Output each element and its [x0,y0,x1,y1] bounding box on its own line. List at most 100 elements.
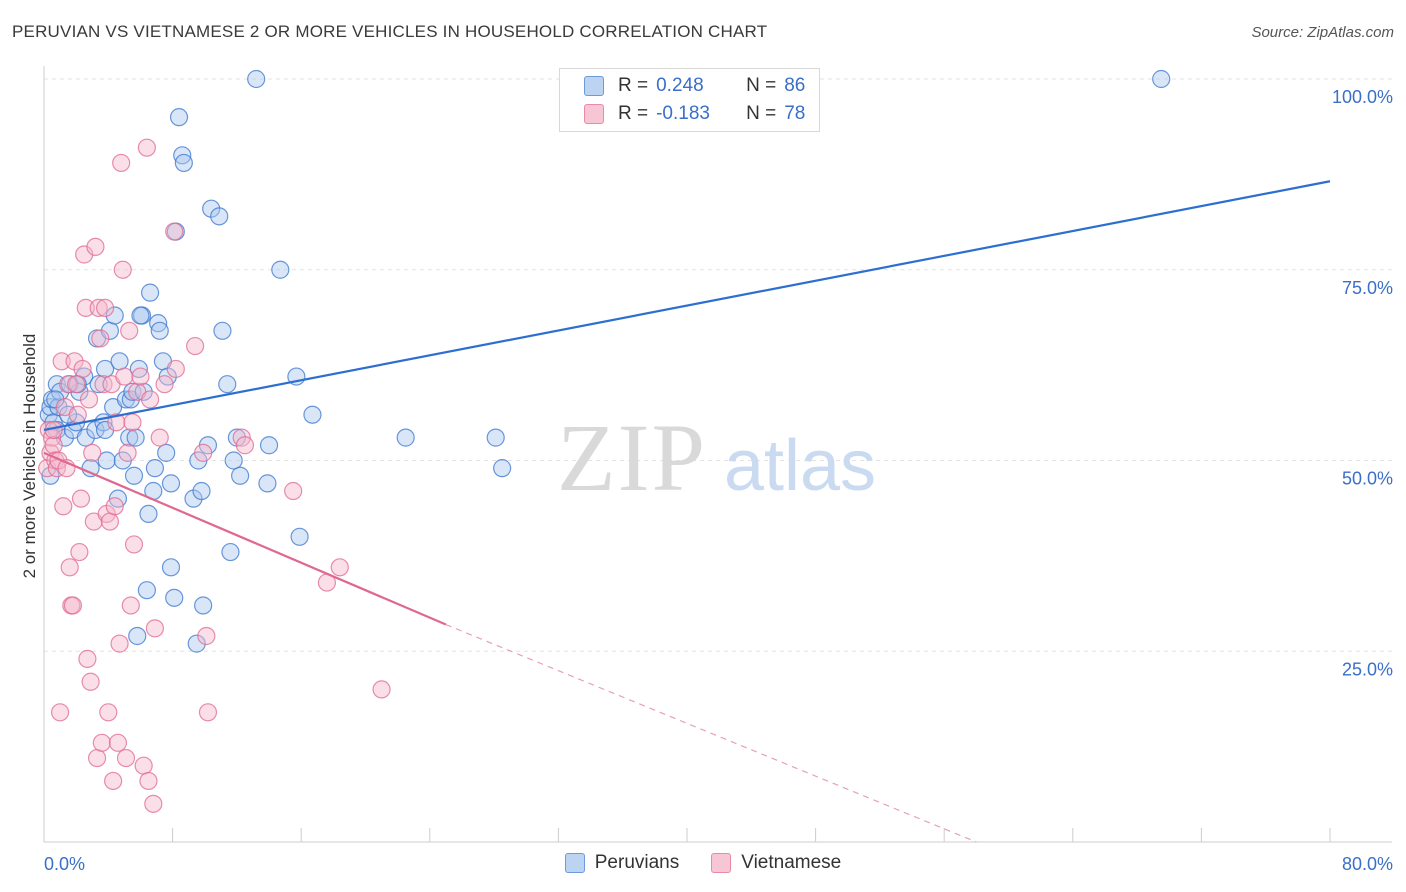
peruvians-point-20 [95,359,115,379]
legend-swatch-peruvians [584,76,604,96]
legend-item-vietnamese[interactable]: Vietnamese [711,852,841,874]
peruvians-point-59 [194,596,213,615]
vietnamese-point-38 [99,703,118,722]
tick-labels: 25.0% 50.0% 75.0% 100.0% 0.0% 80.0% [44,87,1393,874]
vietnamese-point-70 [198,703,218,722]
vietnamese-point-27 [81,672,100,691]
vietnamese-point-62 [145,619,165,638]
legend-n-label: N = [746,75,777,96]
peruvians-point-73 [290,527,309,546]
vietnamese-point-51 [120,321,139,340]
data-points [38,69,1171,813]
vietnamese-point-4 [44,436,63,455]
vietnamese-point-18 [67,375,86,394]
legend-r-label: R = [618,75,649,96]
legend-row-vietnamese: R = -0.183 N = 78 [584,102,805,126]
vietnamese-point-31 [87,748,107,768]
vietnamese-point-50 [118,443,137,462]
vietnamese-point-36 [95,298,115,317]
legend-swatch-peruvians [564,853,585,873]
peruvians-point-83 [46,390,65,409]
peruvians-point-84 [89,375,108,394]
vietnamese-point-59 [139,771,158,791]
vietnamese-point-76 [372,680,391,699]
peruvians-point-71 [259,436,279,455]
vietnamese-point-21 [71,489,91,508]
trend-line-vietnamese-extrapolated [445,623,977,843]
vietnamese-point-73 [284,481,303,501]
vietnamese-point-26 [79,390,99,409]
series-vietnamese [38,138,391,813]
vietnamese-point-65 [165,222,184,241]
trend-line-vietnamese [43,451,447,626]
vietnamese-point-41 [104,771,123,791]
peruvians-point-46 [157,443,176,462]
trend-line-peruvians [43,180,1331,432]
peruvians-point-85 [131,306,150,325]
vietnamese-point-64 [155,375,174,394]
vietnamese-point-48 [115,367,134,386]
vietnamese-point-30 [86,237,105,256]
vietnamese-point-43 [107,413,126,432]
vietnamese-point-68 [194,443,213,462]
vietnamese-point-20 [70,542,89,562]
peruvians-point-24 [105,306,124,325]
peruvians-point-53 [173,146,192,165]
legend-n-value: 86 [784,75,806,96]
peruvians-point-26 [110,352,129,371]
vietnamese-point-56 [131,367,150,386]
peruvians-point-66 [224,451,243,470]
series-legend: Peruvians Vietnamese [0,852,1406,874]
y-tick-label-0: 25.0% [1342,659,1393,679]
vietnamese-point-46 [112,153,131,173]
peruvians-point-40 [140,283,160,302]
vietnamese-point-53 [123,413,142,432]
vietnamese-point-67 [186,336,205,356]
peruvians-point-65 [221,542,240,562]
peruvians-point-78 [493,459,512,478]
x-tick-label-max: 80.0% [1342,854,1393,874]
peruvians-point-33 [126,428,145,447]
trend-lines [43,180,1331,843]
legend-item-peruvians[interactable]: Peruvians [564,852,680,874]
vietnamese-point-6 [47,459,66,478]
vietnamese-point-52 [121,596,140,615]
peruvians-point-75 [303,405,322,424]
legend-r-value: 0.248 [656,75,704,96]
vietnamese-point-63 [150,428,169,447]
legend-label-peruvians: Peruvians [594,852,680,873]
vietnamese-point-32 [89,298,108,317]
peruvians-point-15 [81,459,100,478]
legend-swatch-vietnamese [584,104,604,124]
series-peruvians [39,69,1171,653]
peruvians-point-54 [174,153,193,173]
vietnamese-point-8 [50,703,70,722]
y-tick-label-1: 50.0% [1342,469,1393,489]
vietnamese-point-60 [140,390,160,409]
peruvians-point-70 [258,474,277,493]
correlation-legend: R = 0.248 N = 86 R = -0.183 N = 78 [559,68,820,132]
peruvians-point-63 [213,321,232,340]
source-label: Source: ZipAtlas.com [1251,24,1394,41]
vietnamese-point-25 [78,649,97,668]
peruvians-point-64 [218,375,237,394]
vietnamese-point-49 [116,748,136,768]
peruvians-point-49 [161,474,181,493]
vietnamese-point-69 [197,626,216,646]
legend-n-value: 78 [784,103,806,124]
watermark-zip: ZIP [557,404,707,511]
peruvians-point-37 [134,382,153,401]
vietnamese-point-14 [60,558,79,577]
y-axis-label: 2 or more Vehicles in Household [20,333,39,579]
legend-label-vietnamese: Vietnamese [741,852,842,873]
peruvians-point-77 [486,428,505,447]
vietnamese-point-61 [144,794,163,813]
vietnamese-point-9 [52,352,71,371]
peruvians-point-72 [271,260,290,279]
legend-r-label: R = [618,103,649,124]
peruvians-point-34 [128,626,147,646]
vietnamese-point-34 [92,733,111,752]
peruvians-point-43 [149,314,168,333]
vietnamese-point-44 [108,733,128,752]
